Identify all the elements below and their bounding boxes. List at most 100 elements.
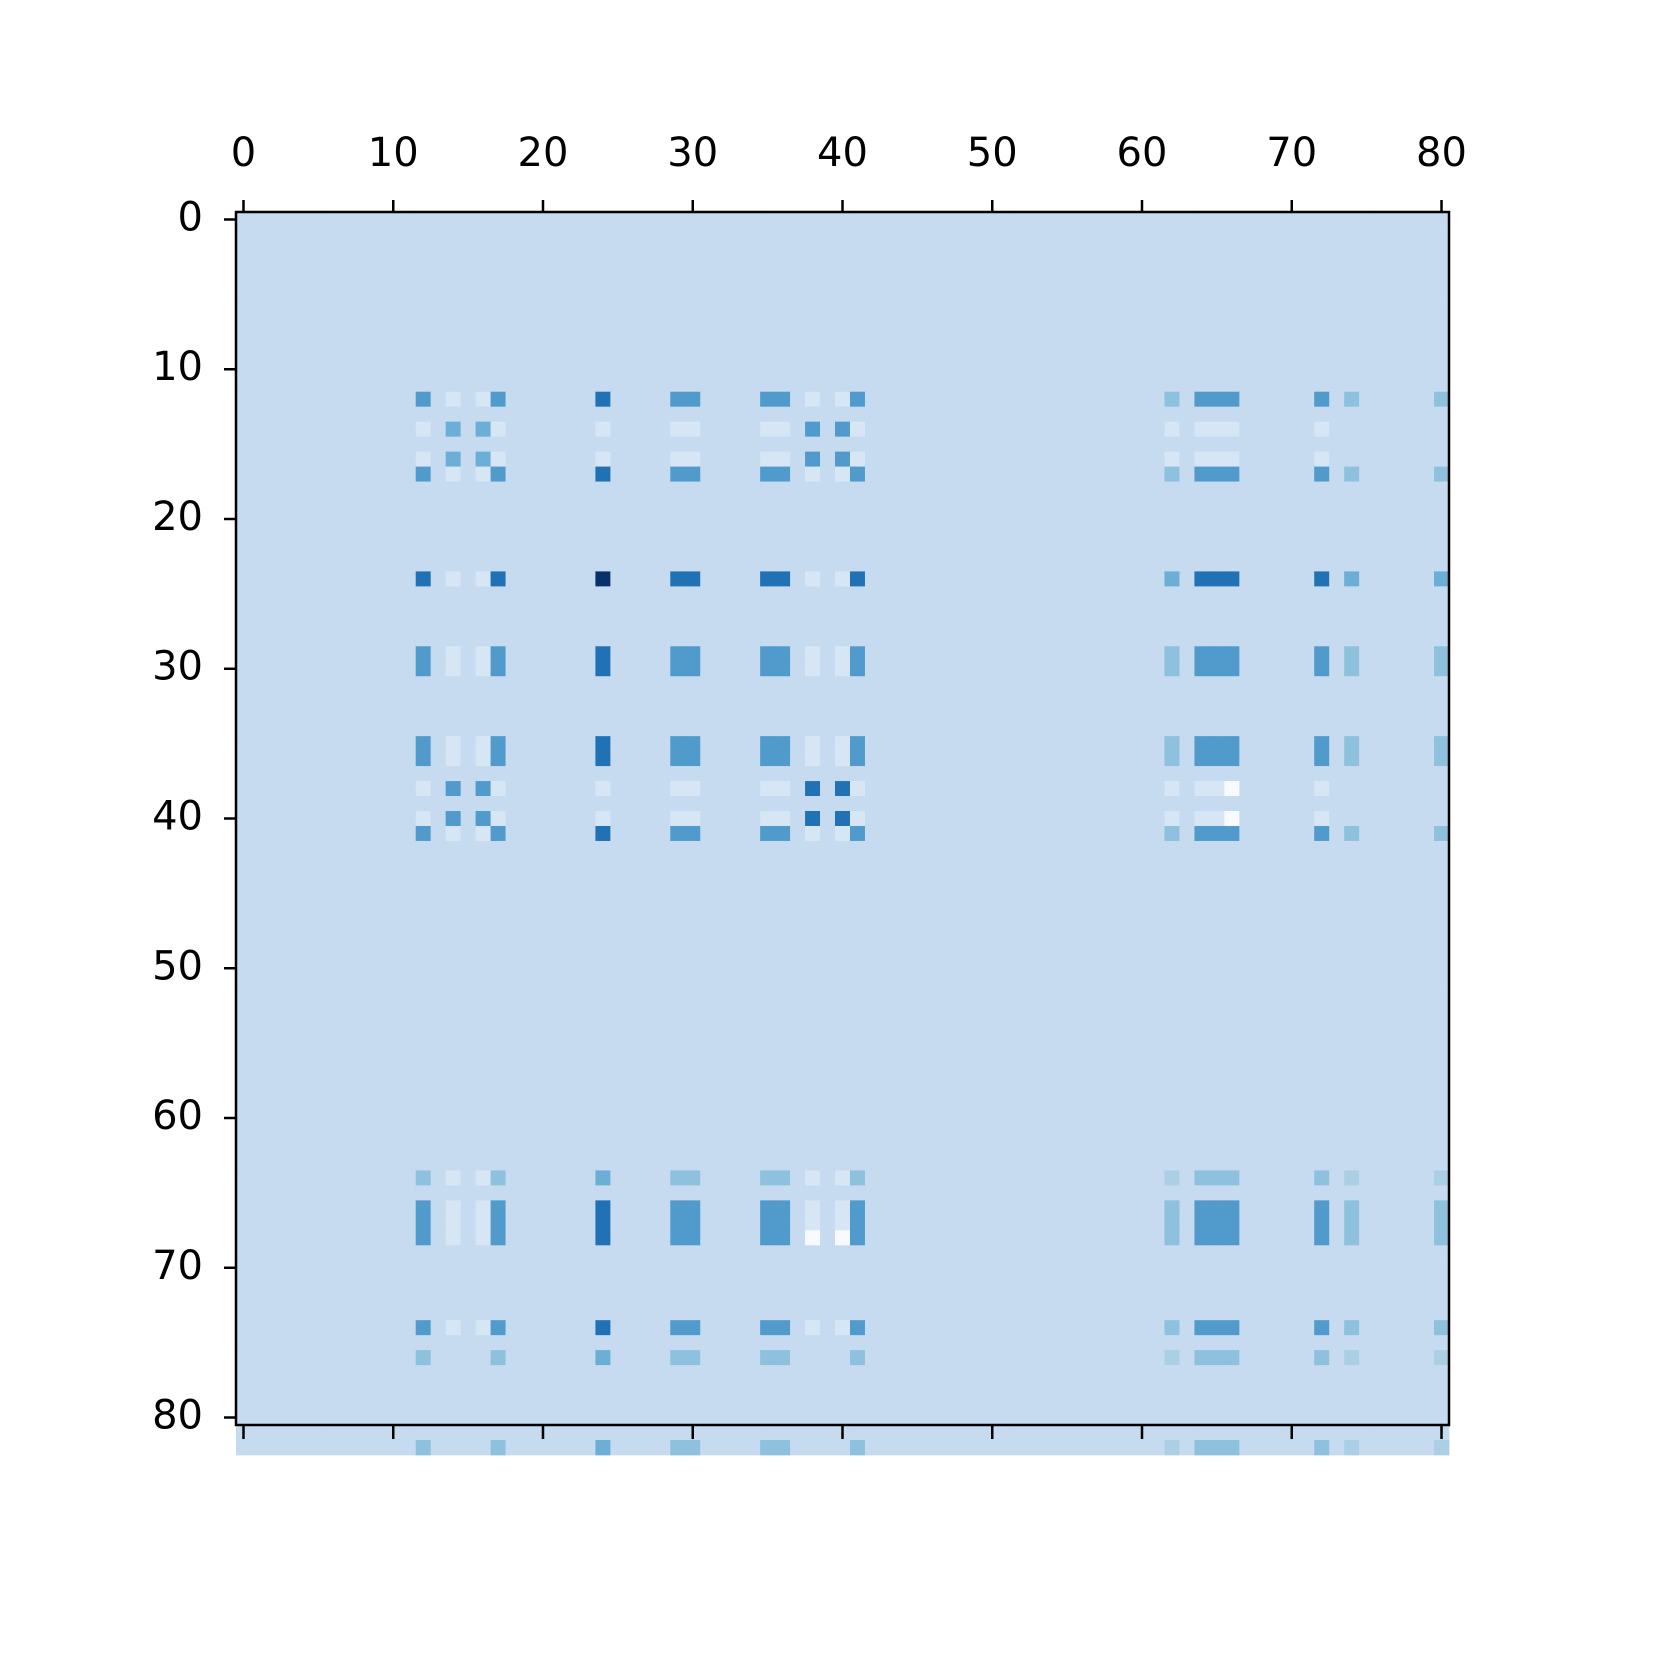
cell <box>790 915 806 932</box>
cell <box>1044 541 1061 557</box>
cell <box>505 346 521 363</box>
cell <box>1239 900 1255 917</box>
cell <box>745 721 761 737</box>
cell <box>700 241 716 258</box>
cell <box>1074 766 1090 782</box>
cell <box>295 646 312 662</box>
cell <box>475 496 491 512</box>
cell <box>879 900 896 917</box>
cell <box>640 1095 656 1111</box>
cell <box>340 451 357 467</box>
cell <box>595 855 611 872</box>
cell <box>1209 376 1225 393</box>
cell <box>849 1005 866 1022</box>
cell <box>730 1020 746 1037</box>
cell <box>535 1035 551 1052</box>
cell <box>385 990 402 1007</box>
cell <box>580 1050 596 1066</box>
cell <box>1059 421 1076 438</box>
cell <box>400 451 417 467</box>
cell <box>1299 556 1315 572</box>
cell <box>340 1110 357 1126</box>
cell <box>1209 900 1225 917</box>
cell <box>1179 1095 1195 1111</box>
cell <box>700 736 716 752</box>
cell <box>1179 391 1195 408</box>
cell <box>760 990 776 1007</box>
cell <box>924 870 941 887</box>
cell <box>310 736 327 752</box>
cell <box>1164 1095 1180 1111</box>
cell <box>505 331 521 348</box>
cell <box>1029 975 1046 992</box>
cell <box>265 1005 282 1022</box>
cell <box>790 661 806 677</box>
cell <box>355 436 372 453</box>
cell <box>430 945 447 962</box>
cell <box>745 1050 761 1066</box>
cell <box>250 496 267 512</box>
cell <box>355 541 372 557</box>
cell <box>760 541 776 557</box>
cell <box>280 930 297 947</box>
cell <box>655 796 671 812</box>
cell <box>355 870 372 887</box>
cell <box>805 1035 821 1052</box>
cell <box>535 571 551 587</box>
cell <box>894 1005 911 1022</box>
cell <box>1314 930 1330 947</box>
cell <box>1134 616 1150 632</box>
cell <box>805 346 821 363</box>
cell <box>355 930 372 947</box>
cell <box>969 391 986 408</box>
cell <box>760 736 776 752</box>
cell <box>685 1125 701 1141</box>
cell <box>370 855 387 872</box>
cell <box>1014 1050 1031 1066</box>
cell <box>640 1080 656 1096</box>
cell <box>1269 541 1285 557</box>
cell <box>939 406 956 423</box>
cell <box>355 1035 372 1052</box>
cell <box>655 466 671 482</box>
cell <box>295 571 312 587</box>
cell <box>250 436 267 453</box>
cell <box>969 691 986 707</box>
cell <box>1254 241 1270 258</box>
cell <box>999 241 1016 258</box>
cell <box>1194 721 1210 737</box>
cell <box>835 855 851 872</box>
cell <box>340 496 357 512</box>
cell <box>775 316 791 333</box>
cell <box>1329 676 1345 692</box>
cell <box>1224 721 1240 737</box>
cell <box>760 691 776 707</box>
cell <box>580 631 596 647</box>
cell <box>730 1065 746 1081</box>
cell <box>295 271 312 288</box>
cell <box>1269 226 1285 243</box>
cell <box>490 526 506 542</box>
cell <box>790 481 806 497</box>
cell <box>1149 840 1165 857</box>
cell <box>1224 541 1240 557</box>
cell <box>1059 406 1076 423</box>
cell <box>265 1080 282 1096</box>
cell <box>835 511 851 527</box>
cell <box>1194 975 1210 992</box>
cell <box>1119 900 1135 917</box>
cell <box>580 661 596 677</box>
cell <box>1254 616 1270 632</box>
cell <box>655 212 671 228</box>
cell <box>760 661 776 677</box>
cell <box>640 526 656 542</box>
cell <box>1179 811 1195 827</box>
cell <box>385 736 402 752</box>
cell <box>700 676 716 692</box>
cell <box>1119 721 1135 737</box>
cell <box>535 511 551 527</box>
cell <box>1119 990 1135 1007</box>
cell <box>550 481 566 497</box>
cell <box>595 271 611 288</box>
cell <box>505 541 521 557</box>
